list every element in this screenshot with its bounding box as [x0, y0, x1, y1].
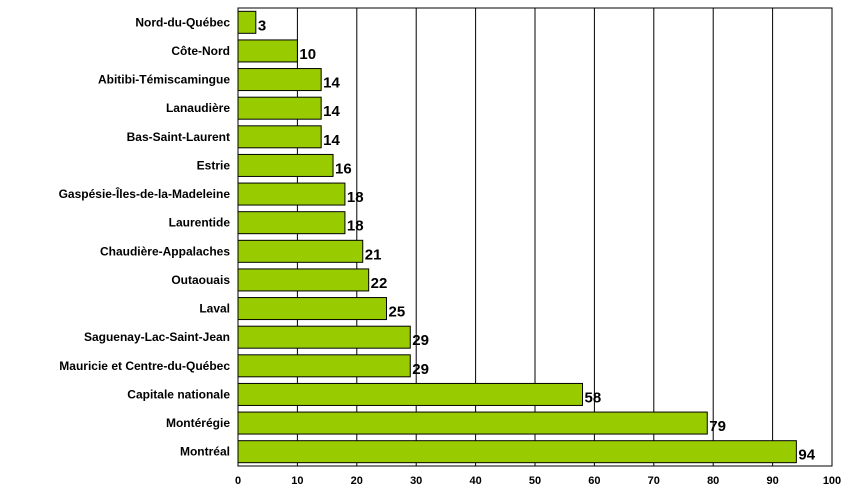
data-label: 29: [412, 361, 429, 378]
x-tick-label: 100: [823, 475, 841, 487]
category-label: Mauricie et Centre-du-Québec: [59, 359, 230, 373]
x-tick-label: 90: [766, 475, 778, 487]
data-label: 22: [371, 275, 388, 292]
x-tick-label: 80: [707, 475, 719, 487]
x-tick-label: 40: [469, 475, 481, 487]
category-label: Nord-du-Québec: [135, 15, 230, 29]
data-label: 18: [347, 218, 364, 235]
x-tick-label: 10: [291, 475, 303, 487]
category-label: Chaudière-Appalaches: [100, 244, 230, 258]
data-label: 3: [258, 17, 266, 34]
bars: [237, 10, 797, 464]
category-label: Capitale nationale: [127, 387, 230, 401]
bar: [237, 239, 364, 263]
data-label: 16: [335, 160, 352, 177]
bar: [237, 354, 411, 378]
category-label: Outaouais: [171, 273, 230, 287]
x-tick-label: 0: [235, 475, 241, 487]
category-label: Montérégie: [166, 416, 230, 430]
bar: [237, 153, 334, 177]
bar: [237, 382, 584, 406]
data-label: 29: [412, 332, 429, 349]
data-label: 25: [389, 304, 406, 321]
category-label: Abitibi-Témiscamingue: [98, 73, 230, 87]
bar: [237, 39, 298, 63]
category-label: Saguenay-Lac-Saint-Jean: [84, 330, 230, 344]
bar: [237, 297, 387, 321]
bar: [237, 211, 346, 235]
category-label: Côte-Nord: [171, 44, 230, 58]
category-label: Gaspésie-Îles-de-la-Madeleine: [59, 186, 231, 201]
category-labels: Nord-du-Québec Côte-Nord Abitibi-Témiscami…: [59, 15, 231, 458]
category-label: Estrie: [197, 158, 231, 172]
data-label: 14: [323, 75, 340, 92]
x-tick-label: 60: [588, 475, 600, 487]
x-tick-labels: 0 10 20 30 40 50 60 70 80 90 100: [235, 475, 841, 487]
data-label: 14: [323, 132, 340, 149]
data-label: 10: [299, 46, 316, 63]
bar: [237, 96, 322, 120]
data-label: 79: [709, 418, 726, 435]
bar: [237, 325, 411, 349]
data-label: 58: [585, 389, 602, 406]
category-label: Laurentide: [169, 216, 231, 230]
plot-frame: [237, 7, 833, 467]
category-label: Montréal: [180, 445, 230, 459]
data-label: 14: [323, 103, 340, 120]
category-label: Bas-Saint-Laurent: [127, 130, 230, 144]
bar: [237, 182, 346, 206]
category-label: Laval: [199, 302, 230, 316]
x-tick-label: 20: [351, 475, 363, 487]
data-label: 18: [347, 189, 364, 206]
data-label: 21: [365, 246, 382, 263]
bar: [237, 268, 370, 292]
bar: [237, 125, 322, 149]
bar: [237, 440, 797, 464]
category-label: Lanaudière: [166, 101, 230, 115]
x-tick-label: 30: [410, 475, 422, 487]
bar: [237, 68, 322, 92]
x-tick-label: 50: [529, 475, 541, 487]
bar: [237, 10, 257, 34]
x-tick-label: 70: [648, 475, 660, 487]
data-label: 94: [798, 447, 815, 464]
bar: [237, 411, 708, 435]
